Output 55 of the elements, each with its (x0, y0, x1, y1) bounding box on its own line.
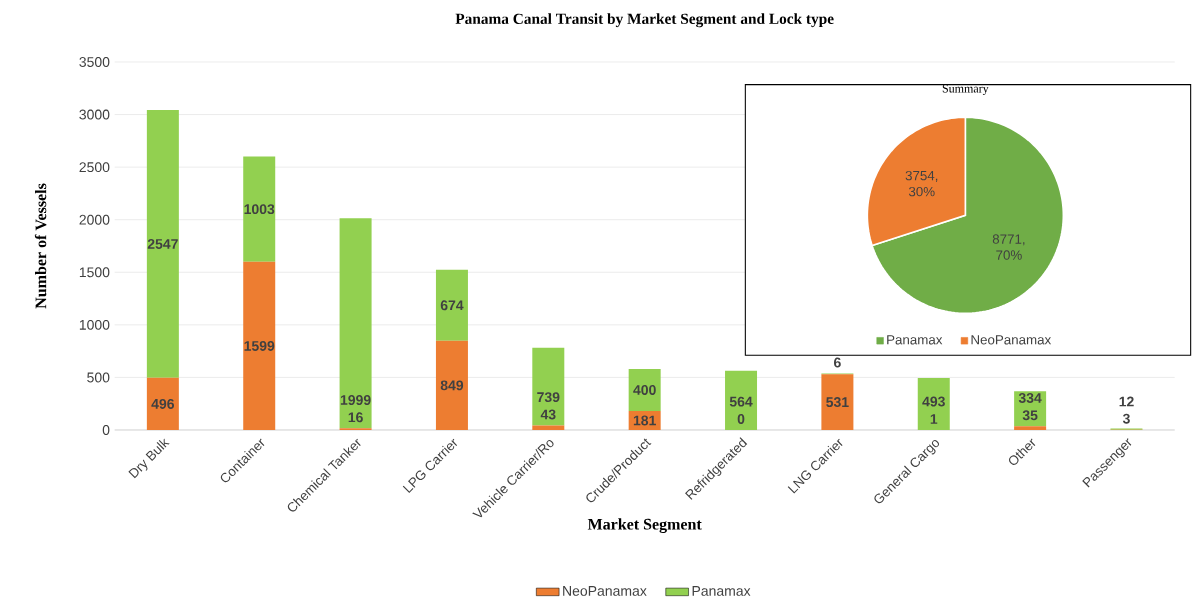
bar (435, 340, 468, 430)
data-label: 1999 (340, 395, 371, 405)
bar (243, 156, 276, 262)
data-label: 400 (633, 384, 656, 395)
y-tick-label: 3000 (79, 109, 110, 120)
bar (628, 368, 661, 411)
bar (725, 370, 758, 430)
legend-label: Panamax (692, 586, 751, 596)
data-label: 1599 (244, 340, 275, 351)
data-label: 1003 (244, 204, 275, 215)
y-tick-label: 2000 (79, 214, 110, 225)
data-label: 0 (737, 414, 745, 424)
legend-label: Panamax (887, 335, 943, 345)
x-tick-label: Dry Bulk (128, 438, 170, 479)
data-label: 739 (537, 392, 560, 403)
chart-title: Summary (942, 84, 989, 95)
data-label: 3 (1122, 413, 1130, 424)
y-tick-label: 0 (102, 425, 110, 435)
chart-title: Panama Canal Transit by Market Segment and Lock type (455, 13, 834, 28)
bar (1014, 426, 1047, 430)
legend-label: NeoPanamax (971, 335, 1052, 345)
data-label: 3754, 30% (905, 170, 938, 197)
data-label: 849 (440, 380, 464, 391)
y-tick-label: 2500 (79, 162, 110, 173)
bar (339, 218, 372, 429)
y-tick-label: 1000 (79, 319, 110, 330)
data-label: 493 (922, 396, 945, 407)
data-label: 35 (1022, 410, 1038, 421)
y-axis-title: Number of Vessels (34, 183, 47, 309)
data-label: 1 (930, 414, 938, 424)
bar (532, 347, 565, 426)
bar (435, 269, 468, 341)
bar (243, 261, 276, 430)
data-label: 16 (348, 412, 363, 423)
data-label: 181 (633, 415, 656, 426)
y-tick-label: 3500 (79, 57, 110, 67)
data-label: 43 (540, 409, 556, 420)
data-label: 564 (729, 396, 753, 407)
bar (146, 377, 179, 430)
data-label: 6 (834, 357, 841, 368)
bar (532, 425, 565, 430)
bar (821, 374, 854, 430)
y-tick-label: 1500 (79, 267, 110, 278)
data-label: 334 (1018, 393, 1042, 403)
bar (917, 378, 950, 430)
x-axis-title: Market Segment (587, 518, 702, 533)
data-label: 12 (1119, 396, 1134, 407)
data-label: 2547 (147, 239, 178, 249)
data-label: 674 (440, 300, 464, 311)
data-label: 496 (151, 398, 175, 409)
y-tick-label: 500 (87, 372, 110, 383)
bar (146, 110, 179, 378)
data-label: 8771, 70% (992, 234, 1025, 260)
legend-label: NeoPanamax (563, 586, 647, 596)
data-label: 531 (826, 397, 849, 408)
